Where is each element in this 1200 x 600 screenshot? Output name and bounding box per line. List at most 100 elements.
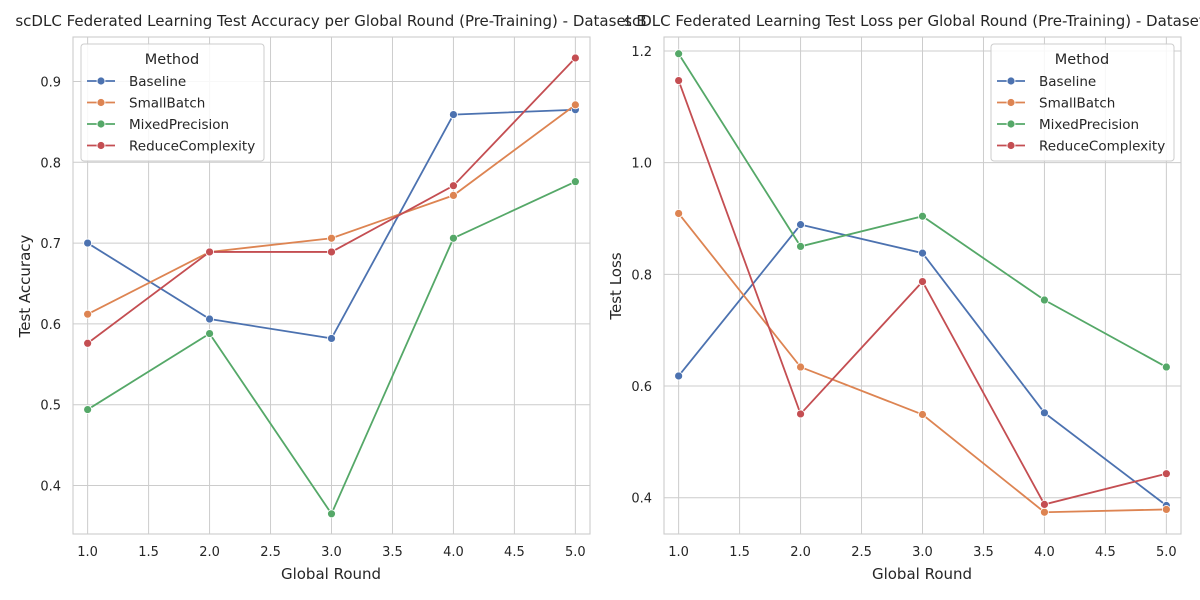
y-tick-label: 0.8 bbox=[631, 268, 652, 283]
legend-swatch-marker bbox=[96, 76, 106, 86]
legend-title: Method bbox=[1055, 52, 1109, 68]
x-tick-label: 3.5 bbox=[973, 545, 994, 560]
legend-items: Baseline SmallBatch MixedPrecision ReduceCo… bbox=[997, 74, 1165, 155]
x-tick-label: 2.5 bbox=[260, 545, 281, 560]
legend-item: SmallBatch bbox=[997, 96, 1115, 112]
legend-items: Baseline SmallBatch MixedPrecision ReduceCo… bbox=[87, 74, 255, 155]
data-point bbox=[1161, 469, 1171, 479]
data-point bbox=[205, 247, 214, 257]
legend-swatch-marker bbox=[96, 98, 106, 107]
legend-label: SmallBatch bbox=[1039, 96, 1115, 112]
data-point bbox=[796, 242, 805, 251]
data-point bbox=[1161, 505, 1171, 514]
y-tick-labels: 0.4 0.5 0.6 0.7 0.8 0.9 bbox=[40, 75, 61, 494]
x-tick-label: 3.5 bbox=[382, 545, 403, 560]
series-lines bbox=[674, 49, 1171, 517]
legend-swatch-marker bbox=[1006, 119, 1016, 129]
legend-label: ReduceComplexity bbox=[1039, 139, 1165, 155]
x-tick-label: 2.5 bbox=[851, 545, 872, 560]
legend-swatch-marker bbox=[1006, 141, 1016, 150]
legend-item: Baseline bbox=[87, 74, 186, 90]
legend-swatch-marker bbox=[1006, 76, 1016, 86]
series-reducecomplexity bbox=[674, 76, 1171, 509]
data-point bbox=[796, 362, 805, 372]
x-tick-label: 1.0 bbox=[668, 545, 689, 560]
data-point bbox=[1040, 408, 1049, 418]
y-tick-label: 0.6 bbox=[40, 318, 61, 333]
data-point bbox=[449, 110, 458, 119]
data-point bbox=[1040, 295, 1049, 305]
series-mixedprecision bbox=[83, 177, 580, 519]
legend-label: MixedPrecision bbox=[129, 117, 229, 133]
x-tick-label: 1.5 bbox=[138, 545, 159, 560]
accuracy-chart: scDLC Federated Learning Test Accuracy p… bbox=[15, 12, 646, 583]
y-tick-label: 0.6 bbox=[631, 380, 652, 395]
x-tick-label: 4.5 bbox=[1095, 545, 1116, 560]
data-point bbox=[327, 247, 336, 257]
data-point bbox=[449, 233, 458, 243]
y-tick-label: 0.7 bbox=[40, 237, 61, 252]
data-point bbox=[327, 334, 336, 343]
x-tick-labels: 1.0 1.5 2.0 2.5 3.0 3.5 4.0 4.5 5.0 bbox=[668, 545, 1176, 560]
x-tick-label: 2.0 bbox=[199, 545, 220, 560]
y-tick-label: 0.5 bbox=[40, 399, 61, 414]
data-point bbox=[674, 76, 684, 85]
legend-label: Baseline bbox=[1039, 74, 1096, 90]
y-axis-label: Test Loss bbox=[607, 252, 625, 320]
data-point bbox=[1040, 500, 1049, 509]
x-tick-labels: 1.0 1.5 2.0 2.5 3.0 3.5 4.0 4.5 5.0 bbox=[77, 545, 585, 560]
legend-title: Method bbox=[145, 52, 199, 68]
series-mixedprecision bbox=[674, 49, 1171, 372]
legend-label: MixedPrecision bbox=[1039, 117, 1139, 133]
x-axis-label: Global Round bbox=[872, 565, 972, 583]
y-axis-label: Test Accuracy bbox=[16, 234, 34, 338]
loss-chart: scDLC Federated Learning Test Loss per G… bbox=[607, 12, 1200, 583]
data-point bbox=[83, 338, 93, 348]
legend-label: ReduceComplexity bbox=[129, 139, 255, 155]
data-point bbox=[674, 209, 684, 218]
gridlines bbox=[73, 37, 590, 534]
legend-label: SmallBatch bbox=[129, 96, 205, 112]
legend-item: Baseline bbox=[997, 74, 1096, 90]
data-point bbox=[570, 53, 580, 63]
legend-item: ReduceComplexity bbox=[997, 139, 1165, 155]
data-point bbox=[918, 277, 927, 286]
data-point bbox=[918, 211, 927, 221]
data-point bbox=[674, 371, 684, 381]
x-tick-label: 4.0 bbox=[1034, 545, 1055, 560]
data-point bbox=[449, 181, 458, 191]
x-tick-label: 5.0 bbox=[565, 545, 586, 560]
data-point bbox=[205, 314, 214, 324]
legend-box bbox=[990, 43, 1175, 162]
series-reducecomplexity bbox=[83, 53, 580, 348]
data-point bbox=[449, 190, 458, 200]
x-tick-label: 4.0 bbox=[443, 545, 464, 560]
legend-swatch-marker bbox=[96, 141, 106, 150]
legend-swatch-marker bbox=[96, 119, 106, 129]
data-point bbox=[796, 409, 805, 419]
legend-item: SmallBatch bbox=[87, 96, 205, 112]
data-point bbox=[327, 509, 336, 519]
legend: Method Baseline SmallBatch MixedPrecision R… bbox=[990, 43, 1175, 162]
data-point bbox=[1040, 507, 1049, 517]
chart-title: scDLC Federated Learning Test Accuracy p… bbox=[15, 12, 646, 30]
series-baseline bbox=[674, 220, 1171, 510]
y-tick-label: 0.8 bbox=[40, 156, 61, 171]
x-tick-label: 3.0 bbox=[321, 545, 342, 560]
data-point bbox=[918, 248, 927, 258]
data-point bbox=[570, 100, 580, 110]
data-point bbox=[918, 410, 927, 419]
legend-box bbox=[80, 43, 265, 162]
chart-title: scDLC Federated Learning Test Loss per G… bbox=[624, 12, 1200, 30]
x-tick-label: 2.0 bbox=[790, 545, 811, 560]
legend-item: MixedPrecision bbox=[87, 117, 229, 133]
series-lines bbox=[83, 53, 580, 519]
data-point bbox=[83, 405, 93, 414]
x-tick-label: 4.5 bbox=[504, 545, 525, 560]
y-tick-label: 1.2 bbox=[631, 45, 652, 60]
y-tick-label: 0.9 bbox=[40, 75, 61, 90]
y-tick-label: 0.4 bbox=[631, 492, 652, 507]
legend-item: MixedPrecision bbox=[997, 117, 1139, 133]
data-point bbox=[1161, 362, 1171, 372]
